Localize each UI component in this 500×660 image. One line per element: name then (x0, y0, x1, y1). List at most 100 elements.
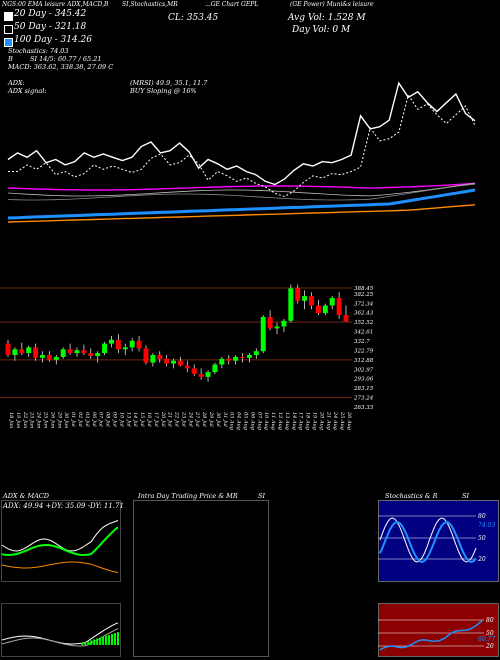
candle-body (295, 288, 301, 301)
adx-panel-title: ADX & MACD (3, 492, 49, 500)
stoch-value: 74.03 (478, 522, 496, 529)
ema-100-text: 100 Day - 314.26 (14, 35, 92, 45)
date-tick-label: 20 Jul (160, 411, 166, 427)
candle-body (108, 339, 114, 344)
price-tick-label: 273.24 (353, 396, 374, 402)
candle-body (233, 356, 239, 361)
date-tick-label: 06 Jul (91, 412, 97, 427)
macd-panel (1, 603, 121, 657)
macd-histogram-bar (114, 633, 117, 645)
b-label: B (8, 55, 13, 63)
candle-body (19, 349, 25, 354)
date-tick-label: 05 Aug (243, 412, 249, 430)
stoch-d-line (379, 520, 477, 564)
date-tick-label: 17 Aug (298, 412, 304, 430)
buy-text: BUY Sloping @ 16% (130, 87, 197, 95)
price-tick-label: 263.33 (353, 405, 374, 411)
candle-body (322, 305, 328, 314)
candle-body (95, 353, 101, 356)
date-tick-label: 29 Jul (208, 411, 214, 427)
macd-histogram-bar (84, 642, 87, 645)
date-tick-label: 09 Jul (111, 412, 117, 427)
price-tick-label: 352.52 (354, 320, 374, 326)
date-tick-label: 15 Jul (139, 412, 145, 427)
date-tick-label: 03 Jul (84, 412, 90, 427)
ema-20-line (7, 188, 476, 220)
close-price: CL: 353.45 (168, 13, 219, 23)
si-value: 60.77 (478, 636, 496, 643)
date-tick-label: 10 Jul (118, 412, 124, 427)
stoch-panel-title: Stochastics & R (385, 492, 438, 500)
date-tick-label: 17 Jul (153, 412, 159, 427)
macd-histogram-bar (102, 636, 105, 645)
header-top-left: NGS:00 EMA leisure ADX,MACD,B (2, 1, 109, 8)
price-tick-label: 293.06 (353, 377, 374, 383)
date-tick-label: 24 Jul (187, 411, 193, 427)
macd-histogram-bar (96, 638, 99, 645)
price-tick-label: 283.15 (353, 386, 374, 392)
date-tick-label: 04 Aug (236, 412, 242, 430)
ema-20-text: 20 Day - 345.42 (14, 9, 87, 19)
adx-white-line (1, 520, 119, 552)
date-tick-label: 10 Aug (263, 412, 269, 430)
ema-100-swatch (4, 38, 13, 47)
candle-body (143, 348, 149, 363)
ema-50-line (7, 182, 476, 197)
price-tick-label: 382.25 (354, 292, 374, 298)
date-tick-label: 18 Jun (8, 412, 14, 428)
si-line (379, 620, 483, 651)
candle-body (150, 355, 156, 363)
candle-body (343, 315, 349, 322)
candle-body (81, 350, 87, 354)
date-tick-label: 27 Jul (194, 411, 200, 427)
header-top-right-b: (GE Power) Muni&s leisure (290, 1, 374, 8)
macd-histogram-bar (111, 634, 114, 645)
candle-body (315, 305, 321, 314)
candle-body (329, 297, 335, 306)
price-line (7, 81, 476, 186)
price-tick-label: 322.79 (354, 348, 374, 354)
date-tick-label: 07 Jul (98, 412, 104, 427)
candle-body (212, 364, 218, 373)
si-level-80: 80 (486, 617, 494, 624)
date-tick-label: 19 Jun (15, 412, 21, 428)
date-tick-label: 08 Jul (105, 412, 111, 427)
date-tick-label: 31 Jul (222, 412, 228, 427)
candle-body (246, 355, 252, 358)
date-tick-label: 21 Aug (325, 411, 331, 430)
candle-body (260, 316, 266, 352)
date-tick-label: 07 Aug (256, 412, 262, 430)
date-tick-label: 21 Jul (167, 411, 173, 427)
candle-body (336, 297, 342, 316)
macd-histogram-bar (81, 643, 84, 645)
candle-body (33, 347, 39, 358)
candle-body (240, 356, 246, 358)
price-tick-label: 312.88 (354, 358, 374, 364)
macd-histogram-bar (117, 632, 119, 645)
stoch-panel-si: SI (462, 492, 470, 500)
ema-100-line (7, 182, 476, 191)
candle-body (288, 288, 294, 321)
candle-body (53, 356, 59, 360)
stoch-k-line (379, 517, 477, 563)
adx-minus-di-line (1, 561, 119, 573)
stoch-level-20: 20 (478, 556, 486, 563)
date-tick-label: 25 Aug (339, 411, 345, 430)
candle-body (171, 360, 177, 364)
candle-body (302, 296, 308, 301)
candle-body (184, 365, 190, 369)
candle-body (226, 358, 232, 361)
date-tick-label: 25 Jun (42, 411, 48, 428)
candle-body (281, 320, 287, 327)
date-tick-label: 13 Aug (284, 412, 290, 430)
date-tick-label: 30 Jun (63, 412, 69, 428)
stoch-level-80: 80 (478, 513, 486, 520)
mrsi-text: (MRSI) 49.9, 35.1, 11.7 (130, 79, 208, 87)
ema-50-text: 50 Day - 321.18 (14, 22, 87, 32)
date-tick-label: 23 Jul (180, 411, 186, 427)
date-tick-label: 14 Aug (291, 412, 297, 430)
candle-body (115, 339, 121, 350)
candle-body (205, 372, 211, 377)
